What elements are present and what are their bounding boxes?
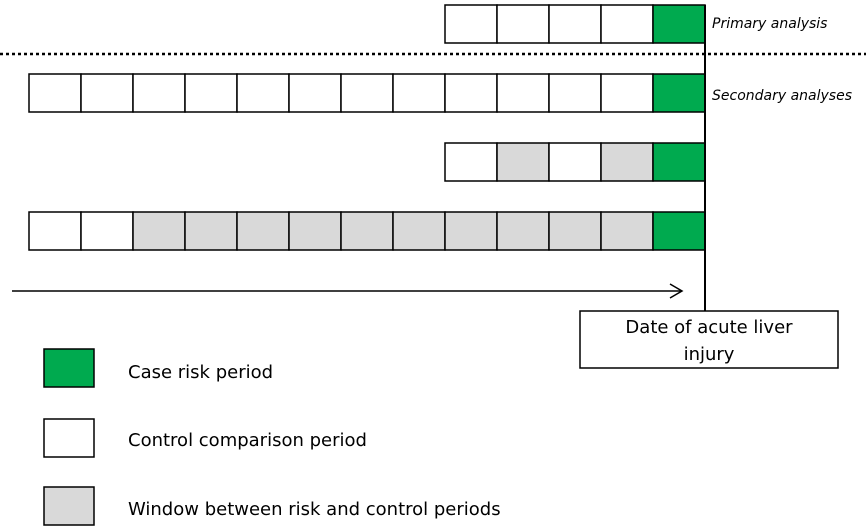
row-2-cell-2-control xyxy=(548,142,602,182)
row-0-cell-0-control xyxy=(444,4,498,44)
row-label-secondary: Secondary analyses xyxy=(712,88,852,104)
legend-label-window: Window between risk and control periods xyxy=(128,499,501,520)
date-box-line2: injury xyxy=(684,344,735,365)
row-1-cell-6-control xyxy=(340,73,394,113)
row-3-cell-7-window xyxy=(392,211,446,251)
legend-label-risk: Case risk period xyxy=(128,362,273,383)
row-1-cell-10-control xyxy=(548,73,602,113)
row-0-cell-4-risk xyxy=(652,4,706,44)
row-3-cell-0-control xyxy=(28,211,82,251)
row-3-cell-3-window xyxy=(184,211,238,251)
row-2-cell-3-window xyxy=(600,142,654,182)
date-box xyxy=(579,310,839,369)
time-arrow-head xyxy=(669,283,684,299)
row-3-cell-4-window xyxy=(236,211,290,251)
row-3-cell-1-control xyxy=(80,211,134,251)
row-1-cell-9-control xyxy=(496,73,550,113)
row-1-cell-2-control xyxy=(132,73,186,113)
row-2-cell-1-window xyxy=(496,142,550,182)
row-2-cell-0-control xyxy=(444,142,498,182)
row-3-cell-2-window xyxy=(132,211,186,251)
legend: Case risk period Control comparison peri… xyxy=(43,348,501,526)
row-1-cell-1-control xyxy=(80,73,134,113)
row-1-cell-7-control xyxy=(392,73,446,113)
row-1-cell-5-control xyxy=(288,73,342,113)
legend-swatch-control xyxy=(43,418,95,458)
row-1-cell-0-control xyxy=(28,73,82,113)
row-1-cell-11-control xyxy=(600,73,654,113)
legend-swatch-window xyxy=(43,486,95,526)
row-3-cell-5-window xyxy=(288,211,342,251)
row-3-cell-12-risk xyxy=(652,211,706,251)
row-1-cell-4-control xyxy=(236,73,290,113)
row-3-cell-11-window xyxy=(600,211,654,251)
date-box-line1: Date of acute liver xyxy=(625,317,793,338)
row-0-cell-3-control xyxy=(600,4,654,44)
row-0-cell-2-control xyxy=(548,4,602,44)
legend-label-control: Control comparison period xyxy=(128,430,367,451)
row-0-cell-1-control xyxy=(496,4,550,44)
row-3-cell-10-window xyxy=(548,211,602,251)
row-1-cell-8-control xyxy=(444,73,498,113)
row-3-cell-8-window xyxy=(444,211,498,251)
legend-swatch-risk xyxy=(43,348,95,388)
row-3-cell-6-window xyxy=(340,211,394,251)
row-2-cell-4-risk xyxy=(652,142,706,182)
row-label-primary: Primary analysis xyxy=(712,16,827,32)
row-3-cell-9-window xyxy=(496,211,550,251)
timeline-rows xyxy=(28,4,706,251)
row-1-cell-3-control xyxy=(184,73,238,113)
row-1-cell-12-risk xyxy=(652,73,706,113)
